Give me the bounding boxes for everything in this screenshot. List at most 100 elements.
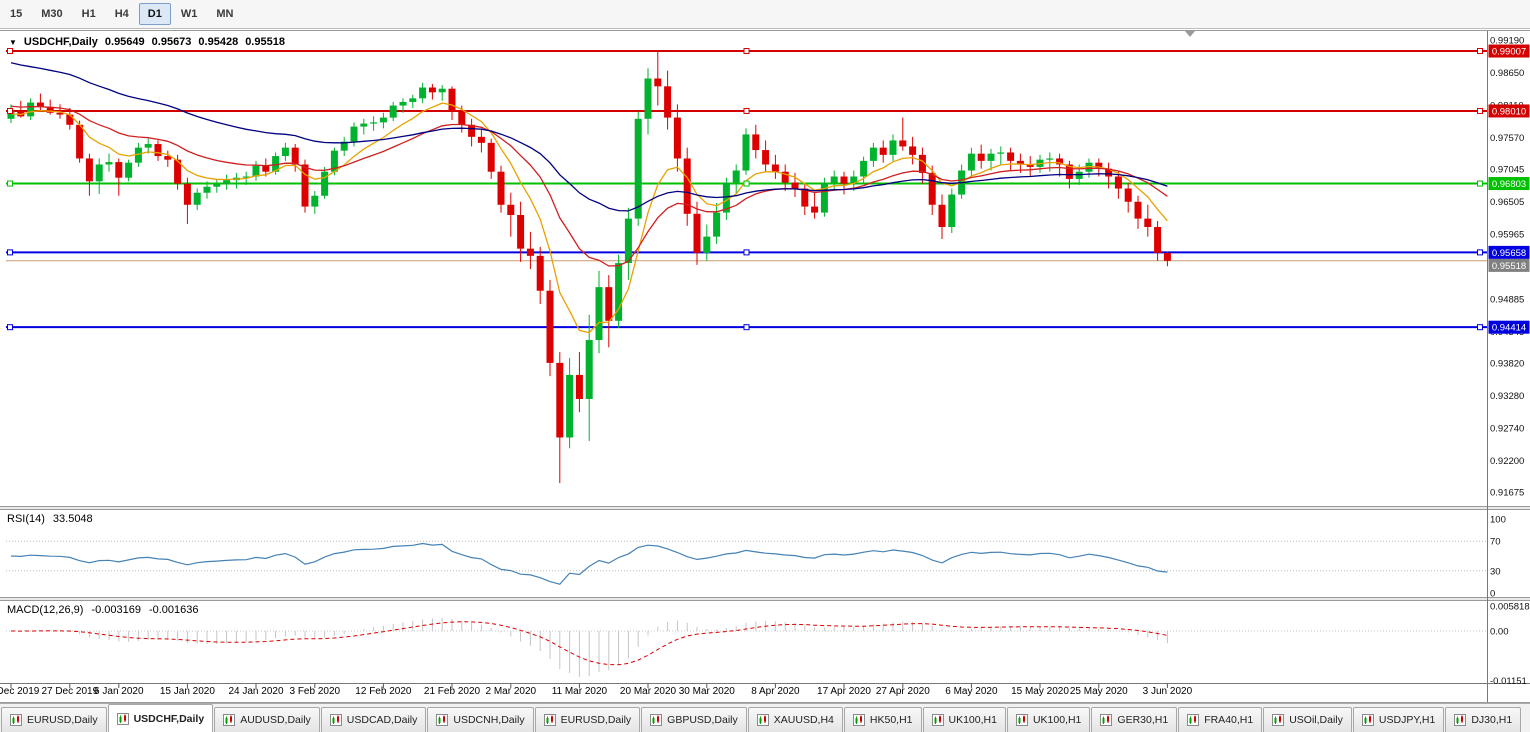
level-drag-handle[interactable] <box>743 107 750 114</box>
chart-tab-icon <box>116 712 129 725</box>
level-drag-handle[interactable] <box>1477 107 1483 114</box>
candle-body <box>193 192 201 205</box>
chart-tab-usdjpy-h1[interactable]: USDJPY,H1 <box>1352 707 1445 732</box>
chart-tab-dj30-h1[interactable]: DJ30,H1 <box>1445 707 1522 732</box>
candle-body <box>7 111 15 119</box>
candle-body <box>1016 160 1024 165</box>
chart-tab-audusd-daily[interactable]: AUDUSD,Daily <box>214 707 320 732</box>
candle-body <box>252 165 260 177</box>
candle-body <box>605 287 613 321</box>
candle-body <box>105 162 113 165</box>
chart-tab-fra40-h1[interactable]: FRA40,H1 <box>1178 707 1263 732</box>
chart-tab-usdcnh-daily[interactable]: USDCNH,Daily <box>427 707 534 732</box>
level-drag-handle[interactable] <box>743 180 750 187</box>
candle-body <box>732 170 740 183</box>
chart-tab-label: USDCHF,Daily <box>133 712 205 725</box>
candle-body <box>644 78 652 119</box>
chart-tab-gbpusd-daily[interactable]: GBPUSD,Daily <box>641 707 747 732</box>
candle-body <box>938 204 946 228</box>
chart-tab-usoil-daily[interactable]: USOil,Daily <box>1263 707 1352 732</box>
level-drag-handle[interactable] <box>743 48 750 55</box>
candle-body <box>1154 227 1162 253</box>
candle-body <box>664 86 672 118</box>
level-drag-handle[interactable] <box>7 249 13 256</box>
candle-body <box>36 102 44 107</box>
date-label: 27 Dec 2019 <box>41 686 99 697</box>
panel-splitter[interactable] <box>0 597 1530 601</box>
chart-tab-uk100-h1[interactable]: UK100,H1 <box>1006 707 1091 732</box>
candle-body <box>66 114 74 125</box>
chart-tab-xauusd-h4[interactable]: XAUUSD,H4 <box>747 707 843 732</box>
price-tick-label: 0.92200 <box>1490 456 1524 467</box>
price-tag-label: 0.99007 <box>1492 47 1526 58</box>
level-drag-handle[interactable] <box>7 48 13 55</box>
panel-splitter[interactable] <box>0 506 1530 510</box>
candle-body <box>869 147 877 161</box>
macd-tick-label: 0.00 <box>1490 627 1509 638</box>
level-drag-handle[interactable] <box>7 324 13 331</box>
chart-tab-eurusd-daily[interactable]: EURUSD,Daily <box>1 707 107 732</box>
timeframe-button-m30[interactable]: M30 <box>41 8 63 20</box>
candle-body <box>654 78 662 87</box>
candle-body <box>389 105 397 118</box>
price-tag <box>1488 44 1530 58</box>
candle-body <box>497 171 505 205</box>
level-drag-handle[interactable] <box>7 180 13 187</box>
timeframe-button-d1[interactable]: D1 <box>138 3 171 25</box>
date-label: 25 May 2020 <box>1069 686 1128 697</box>
candle-body <box>301 164 309 207</box>
candle-body <box>164 156 172 160</box>
timeframe-button-h4[interactable]: H4 <box>114 8 129 20</box>
chart-tab-usdchf-daily[interactable]: USDCHF,Daily <box>107 704 214 732</box>
chart-tab-icon <box>852 714 865 726</box>
timeframe-button-h1[interactable]: H1 <box>81 8 96 20</box>
candle-body <box>1007 152 1015 161</box>
chart-tab-label: XAUUSD,H4 <box>773 714 834 726</box>
level-drag-handle[interactable] <box>1477 324 1483 331</box>
chart-tab-label: EURUSD,Daily <box>27 714 98 726</box>
candle-body <box>575 374 583 399</box>
timeframe-button-15[interactable]: 15 <box>10 8 23 20</box>
timeframe-button-mn[interactable]: MN <box>216 8 234 20</box>
level-drag-handle[interactable] <box>1477 249 1483 256</box>
timeframe-button-w1[interactable]: W1 <box>180 8 198 20</box>
date-label: 17 Apr 2020 <box>817 686 871 697</box>
level-drag-handle[interactable] <box>7 107 13 114</box>
candle-body <box>409 98 417 102</box>
chart-tab-label: AUDUSD,Daily <box>240 714 311 726</box>
candle-body <box>438 88 446 93</box>
chart-tab-label: UK100,H1 <box>948 714 997 726</box>
macd-signal-line <box>10 621 1168 666</box>
rsi-line <box>10 542 1168 585</box>
collapse-triangle-icon[interactable]: ▼ <box>9 37 17 47</box>
price-tick-label: 0.99190 <box>1490 36 1524 47</box>
rsi-indicator-header: RSI(14) 33.5048 <box>7 513 93 525</box>
price-tag <box>1488 177 1530 191</box>
level-drag-handle[interactable] <box>743 249 750 256</box>
chart-tab-uk100-h1[interactable]: UK100,H1 <box>922 707 1006 732</box>
candle-body <box>566 374 574 438</box>
date-label: 12 Feb 2020 <box>355 686 412 697</box>
candle-body <box>1065 164 1073 179</box>
candle-body <box>1105 168 1113 177</box>
chart-tab-ger30-h1[interactable]: GER30,H1 <box>1091 707 1178 732</box>
macd-value-label: -0.003169 <box>91 604 141 616</box>
candle-body <box>624 218 632 264</box>
candle-body <box>517 214 525 249</box>
candle-body <box>1056 158 1064 165</box>
level-drag-handle[interactable] <box>743 324 750 331</box>
candle-body <box>27 102 35 117</box>
candle-body <box>281 147 289 157</box>
chart-tab-hk50-h1[interactable]: HK50,H1 <box>843 707 922 732</box>
price-tag-label: 0.95518 <box>1492 261 1526 272</box>
candle-body <box>223 180 231 184</box>
level-drag-handle[interactable] <box>1477 48 1483 55</box>
chart-tab-eurusd-daily[interactable]: EURUSD,Daily <box>534 707 641 732</box>
candle-body <box>762 150 770 165</box>
chart-tab-usdcad-daily[interactable]: USDCAD,Daily <box>320 707 427 732</box>
level-drag-handle[interactable] <box>1477 180 1483 187</box>
rsi-tick-label: 70 <box>1490 537 1501 548</box>
